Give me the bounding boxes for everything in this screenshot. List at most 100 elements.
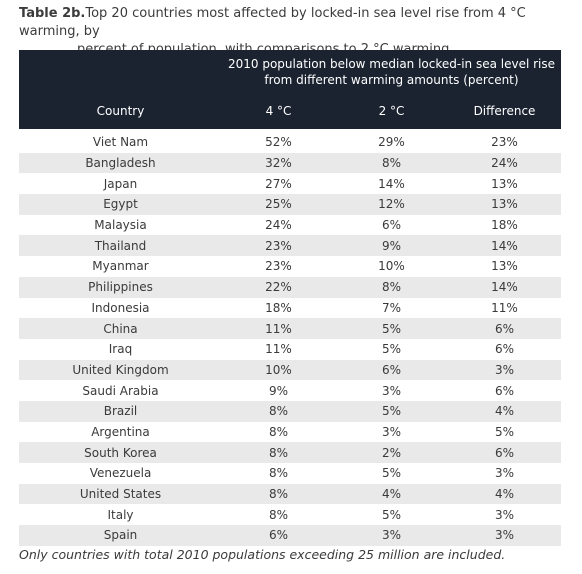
value-2c-cell: 3%: [335, 525, 448, 546]
difference-cell: 6%: [448, 442, 561, 463]
value-2c-cell: 8%: [335, 276, 448, 298]
table-row: Venezuela 8% 5% 3%: [19, 463, 561, 484]
country-cell: Argentina: [91, 424, 150, 439]
table-row: United States 8% 4% 4%: [19, 483, 561, 505]
column-header-difference: Difference: [448, 92, 561, 129]
value-4c-cell: 18%: [265, 300, 292, 315]
table-row: Indonesia 18% 7% 11%: [19, 298, 561, 319]
table-row: Bangladesh 32% 8% 24%: [19, 152, 561, 174]
column-header-country: Country: [19, 92, 222, 129]
table-row: Brazil 8% 5% 4%: [19, 400, 561, 422]
value-4c-cell: 27%: [265, 176, 292, 191]
column-header-2c: 2 °C: [335, 92, 448, 129]
country-cell: Malaysia: [94, 218, 147, 233]
value-2c-cell: 29%: [378, 135, 405, 150]
table-row: Malaysia 24% 6% 18%: [19, 215, 561, 236]
difference-cell: 13%: [448, 194, 561, 215]
country-cell: Bangladesh: [19, 152, 222, 174]
table-row: Philippines 22% 8% 14%: [19, 276, 561, 298]
value-4c-cell: 52%: [265, 135, 292, 150]
value-4c-cell: 8%: [222, 442, 335, 463]
value-2c-cell: 5%: [335, 318, 448, 339]
country-cell: Philippines: [19, 276, 222, 298]
table-row: Italy 8% 5% 3%: [19, 504, 561, 525]
value-2c-cell: 2%: [335, 442, 448, 463]
table-row: Argentina 8% 3% 5%: [19, 422, 561, 443]
difference-cell: 4%: [448, 483, 561, 505]
value-2c-cell: 5%: [335, 400, 448, 422]
value-2c-cell: 5%: [381, 466, 402, 481]
value-4c-cell: 22%: [222, 276, 335, 298]
value-2c-cell: 8%: [335, 152, 448, 174]
table-label: Table 2b.: [19, 6, 86, 21]
table-row: Japan 27% 14% 13%: [19, 173, 561, 194]
data-table: 2010 population below median locked-in s…: [19, 50, 561, 546]
value-2c-cell: 4%: [335, 483, 448, 505]
difference-cell: 5%: [494, 424, 515, 439]
country-cell: Viet Nam: [92, 135, 149, 150]
value-4c-cell: 23%: [222, 235, 335, 257]
value-2c-cell: 3%: [381, 383, 402, 398]
difference-cell: 6%: [448, 318, 561, 339]
difference-cell: 13%: [491, 176, 518, 191]
country-cell: Spain: [19, 525, 222, 546]
value-2c-cell: 5%: [381, 507, 402, 522]
difference-cell: 6%: [494, 342, 515, 357]
difference-cell: 3%: [494, 507, 515, 522]
value-2c-cell: 6%: [335, 359, 448, 381]
difference-cell: 3%: [448, 359, 561, 381]
table-header: 2010 population below median locked-in s…: [19, 50, 561, 129]
difference-cell: 23%: [491, 135, 518, 150]
column-header-4c: 4 °C: [222, 92, 335, 129]
value-4c-cell: 23%: [265, 259, 292, 274]
value-2c-cell: 6%: [381, 218, 402, 233]
value-4c-cell: 32%: [222, 152, 335, 174]
difference-cell: 14%: [448, 235, 561, 257]
difference-cell: 14%: [448, 276, 561, 298]
value-4c-cell: 8%: [222, 483, 335, 505]
value-4c-cell: 6%: [222, 525, 335, 546]
value-4c-cell: 24%: [265, 218, 292, 233]
data-table-container: 2010 population below median locked-in s…: [19, 50, 561, 546]
header-group-label: 2010 population below median locked-in s…: [222, 50, 561, 92]
table-row: Thailand 23% 9% 14%: [19, 235, 561, 257]
country-cell: Egypt: [19, 194, 222, 215]
country-cell: Japan: [103, 176, 138, 191]
table-footnote: Only countries with total 2010 populatio…: [19, 547, 506, 562]
country-cell: Thailand: [19, 235, 222, 257]
difference-cell: 3%: [494, 466, 515, 481]
difference-cell: 18%: [491, 218, 518, 233]
table-row: Myanmar 23% 10% 13%: [19, 256, 561, 277]
country-cell: United Kingdom: [19, 359, 222, 381]
country-cell: Iraq: [108, 342, 133, 357]
value-4c-cell: 11%: [265, 342, 292, 357]
country-cell: United States: [19, 483, 222, 505]
table-row: Spain 6% 3% 3%: [19, 525, 561, 546]
value-4c-cell: 8%: [268, 424, 289, 439]
difference-cell: 11%: [491, 300, 518, 315]
table-row: Iraq 11% 5% 6%: [19, 339, 561, 360]
value-4c-cell: 8%: [268, 466, 289, 481]
country-cell: Italy: [107, 507, 134, 522]
difference-cell: 24%: [448, 152, 561, 174]
country-cell: Saudi Arabia: [82, 383, 159, 398]
value-2c-cell: 7%: [381, 300, 402, 315]
value-2c-cell: 9%: [335, 235, 448, 257]
value-4c-cell: 10%: [222, 359, 335, 381]
country-cell: South Korea: [19, 442, 222, 463]
value-4c-cell: 25%: [222, 194, 335, 215]
difference-cell: 13%: [491, 259, 518, 274]
country-cell: Myanmar: [92, 259, 149, 274]
header-spacer: [19, 50, 222, 92]
difference-cell: 4%: [448, 400, 561, 422]
table-body: Viet Nam 52% 29% 23% Bangladesh 32% 8% 24% Japan…: [19, 129, 561, 546]
country-cell: Venezuela: [89, 466, 152, 481]
value-4c-cell: 8%: [268, 507, 289, 522]
value-2c-cell: 14%: [378, 176, 405, 191]
table-row: Egypt 25% 12% 13%: [19, 194, 561, 215]
value-4c-cell: 11%: [222, 318, 335, 339]
table-row: China 11% 5% 6%: [19, 318, 561, 339]
country-cell: China: [19, 318, 222, 339]
value-2c-cell: 12%: [335, 194, 448, 215]
value-2c-cell: 5%: [381, 342, 402, 357]
